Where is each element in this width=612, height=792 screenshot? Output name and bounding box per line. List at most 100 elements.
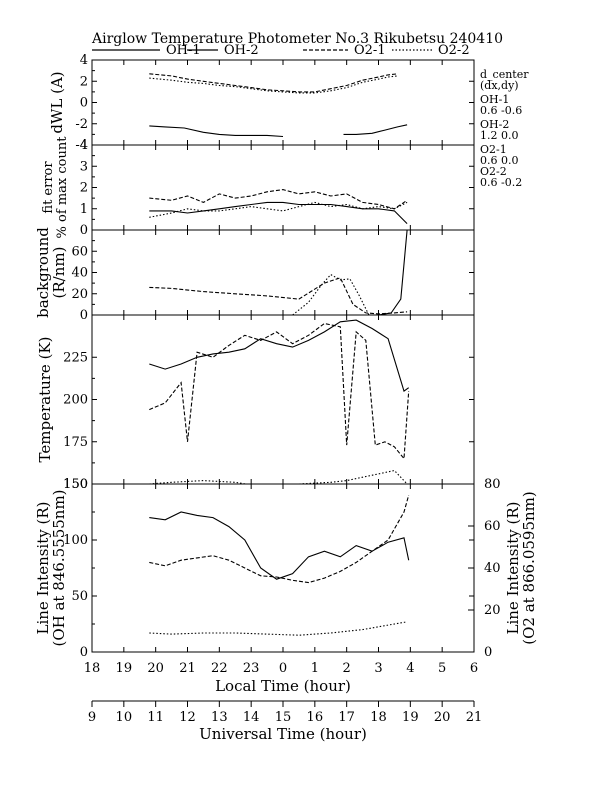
y-tick-label: 150 bbox=[63, 477, 88, 492]
x-local-tick-label: 6 bbox=[470, 661, 478, 676]
y-tick-label: 50 bbox=[71, 589, 88, 604]
series-o2-1 bbox=[149, 495, 410, 584]
series-oh-1 bbox=[362, 230, 408, 315]
series-group bbox=[149, 73, 408, 138]
y-tick-label: 40 bbox=[71, 266, 88, 281]
series-o2-1 bbox=[149, 277, 408, 315]
side-heading-2: (dx,dy) bbox=[480, 79, 519, 92]
y-axis-label: dWL (A) bbox=[48, 71, 66, 133]
x-universal-tick-label: 17 bbox=[338, 710, 355, 725]
y-tick-label: 4 bbox=[80, 53, 88, 68]
side-entry-value: 1.2 0.0 bbox=[480, 129, 518, 142]
y-tick-label: 3 bbox=[80, 159, 88, 174]
x-local-tick-label: 23 bbox=[243, 661, 260, 676]
legend: OH-1 OH-2 O2-1 O2-2 bbox=[92, 43, 470, 58]
x-local-tick-label: 0 bbox=[279, 661, 287, 676]
y-axis-label: background bbox=[34, 227, 52, 318]
x-local-tick-label: 20 bbox=[147, 661, 164, 676]
series-oh-1 bbox=[149, 125, 284, 138]
side-entry-value: 0.6 0.0 bbox=[480, 154, 518, 167]
series-group bbox=[149, 189, 408, 224]
y-tick-label: -2 bbox=[75, 117, 88, 132]
series-oh-2 bbox=[343, 124, 408, 135]
panel-frame bbox=[91, 229, 475, 316]
series-oh-1 bbox=[149, 201, 408, 224]
x-universal-tick-label: 18 bbox=[370, 710, 387, 725]
legend-label: OH-2 bbox=[224, 43, 259, 58]
x-universal-tick-label: 13 bbox=[211, 710, 228, 725]
side-entry-value: 0.6 -0.6 bbox=[480, 104, 522, 117]
x-local-tick-label: 1 bbox=[311, 661, 319, 676]
side-info: d_center(dx,dy)OH-10.6 -0.6OH-21.2 0.0O2… bbox=[480, 68, 529, 189]
panel-frame bbox=[91, 483, 475, 653]
x-local-axis-label: Local Time (hour) bbox=[215, 677, 351, 695]
series-group bbox=[149, 319, 410, 484]
side-entry-label: OH-2 bbox=[480, 118, 509, 131]
x-universal-tick-label: 11 bbox=[147, 710, 164, 725]
y-axis-label-2: % of max count bbox=[55, 136, 70, 239]
y-right-axis-label-2: (O2 at 866.0595nm) bbox=[520, 491, 538, 645]
series-o2-2 bbox=[149, 75, 398, 94]
y-tick-label: 0 bbox=[80, 308, 88, 323]
x-local-tick-label: 2 bbox=[343, 661, 351, 676]
panel-frame bbox=[91, 59, 475, 146]
y-tick-label: 150 bbox=[63, 477, 88, 492]
x-universal-tick-label: 15 bbox=[275, 710, 292, 725]
x-local-tick-label: 4 bbox=[406, 661, 414, 676]
y-tick-label: 0 bbox=[80, 223, 88, 238]
y-tick-label: 100 bbox=[63, 533, 88, 548]
plot-panels: -4 -2 0 2 4 dWL (A) 0 1 2 3 4 fit error% of max cou… bbox=[34, 53, 538, 660]
y-tick-label: 225 bbox=[63, 350, 88, 365]
side-entry-label: O2-2 bbox=[480, 165, 507, 178]
legend-label: O2-2 bbox=[438, 43, 470, 58]
y-axis-label-2: (OH at 846.5555nm) bbox=[50, 489, 68, 646]
x-local-tick-label: 18 bbox=[84, 661, 101, 676]
y-right-tick-label: 80 bbox=[484, 477, 501, 492]
x-universal-axis-label: Universal Time (hour) bbox=[199, 725, 367, 743]
y-axis-label-2: (R/nm) bbox=[50, 247, 68, 299]
series-group bbox=[149, 495, 410, 636]
x-universal-tick-label: 9 bbox=[88, 710, 96, 725]
y-right-axis-label: Line Intensity (R) bbox=[504, 502, 522, 635]
y-tick-label: 2 bbox=[80, 181, 88, 196]
y-tick-label: 1 bbox=[80, 202, 88, 217]
y-right-tick-label: 60 bbox=[484, 519, 501, 534]
x-universal-tick-label: 14 bbox=[243, 710, 260, 725]
side-entry-value: 0.6 -0.2 bbox=[480, 176, 522, 189]
y-axis-label: Temperature (K) bbox=[36, 337, 54, 463]
x-universal-tick-label: 12 bbox=[179, 710, 196, 725]
x-local-tick-label: 3 bbox=[374, 661, 382, 676]
panel-fit: 0 1 2 3 4 fit error% of max count bbox=[41, 136, 475, 239]
side-entry-label: O2-1 bbox=[480, 143, 507, 156]
x-universal-tick-label: 10 bbox=[116, 710, 133, 725]
x-local-tick-label: 22 bbox=[211, 661, 228, 676]
series-oh-1 bbox=[149, 319, 410, 392]
legend-label: OH-1 bbox=[166, 43, 201, 58]
y-right-tick-label: 40 bbox=[484, 561, 501, 576]
panel-dwl: -4 -2 0 2 4 dWL (A) bbox=[48, 53, 475, 153]
side-entry-label: OH-1 bbox=[480, 93, 509, 106]
series-o2-2 bbox=[149, 201, 408, 218]
y-tick-label: 60 bbox=[71, 244, 88, 259]
series-o2-1 bbox=[149, 73, 398, 93]
x-local-tick-label: 19 bbox=[116, 661, 133, 676]
y-tick-label: 4 bbox=[80, 138, 88, 153]
y-tick-label: 200 bbox=[63, 393, 88, 408]
y-tick-label: -4 bbox=[75, 138, 88, 153]
panel-frame bbox=[91, 314, 475, 485]
series-o2-1 bbox=[149, 322, 410, 461]
x-universal-tick-label: 21 bbox=[466, 710, 483, 725]
y-axis-label: fit error bbox=[41, 161, 56, 214]
series-oh-1 bbox=[149, 511, 410, 580]
y-right-tick-label: 0 bbox=[484, 645, 492, 660]
series-o2-1 bbox=[149, 189, 408, 210]
x-local-tick-label: 5 bbox=[438, 661, 446, 676]
legend-label: O2-1 bbox=[354, 43, 386, 58]
panel-bg: 0 20 40 60 background(R/nm) bbox=[34, 227, 475, 323]
y-tick-label: 0 bbox=[80, 96, 88, 111]
series-group bbox=[149, 230, 408, 315]
x-universal-tick-label: 16 bbox=[307, 710, 324, 725]
